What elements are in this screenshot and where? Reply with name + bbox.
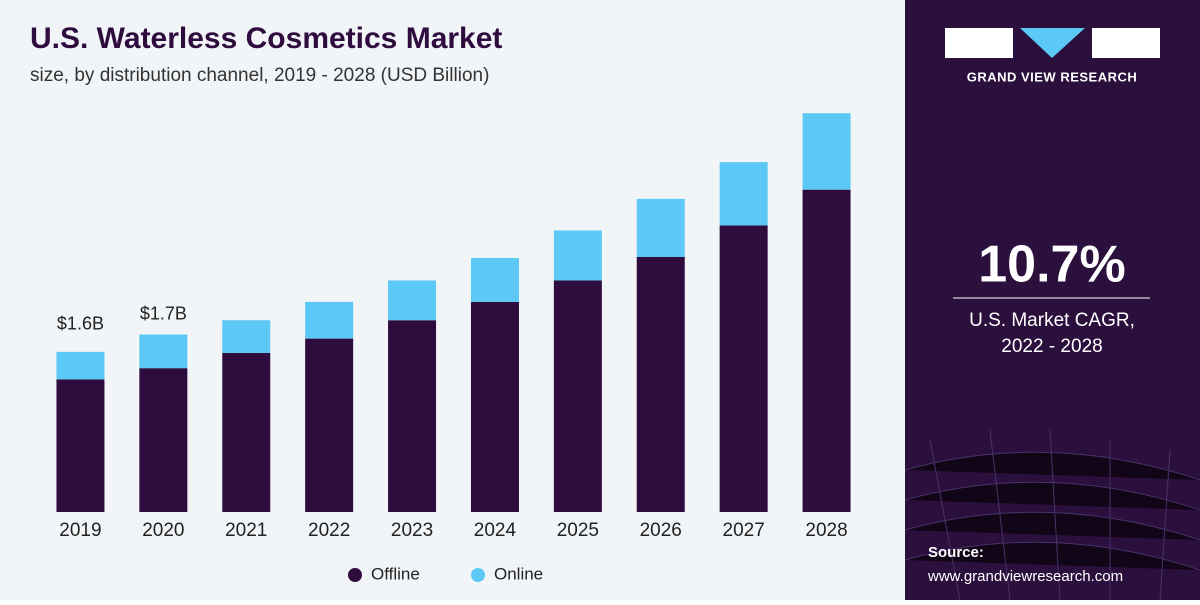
cagr-caption: U.S. Market CAGR,: [969, 310, 1135, 331]
bar-segment: [802, 189, 851, 512]
bar-segment: [719, 162, 768, 226]
grid-decoration: [904, 429, 1200, 601]
logo: [945, 28, 1160, 58]
bar-segment: [388, 320, 437, 512]
source-url: www.grandviewresearch.com: [927, 568, 1123, 585]
source-label: Source:: [928, 544, 984, 561]
legend-swatch: [348, 568, 362, 582]
x-tick-label: 2020: [142, 520, 184, 541]
legend-label: Offline: [371, 564, 420, 583]
x-tick-label: 2022: [308, 520, 350, 541]
x-tick-label: 2019: [59, 520, 101, 541]
x-tick-label: 2021: [225, 520, 267, 541]
x-tick-label: 2026: [640, 520, 682, 541]
bar-segment: [222, 320, 271, 353]
bar-segment: [139, 334, 188, 369]
x-tick-label: 2028: [805, 520, 847, 541]
legend-swatch: [471, 568, 485, 582]
bar-segment: [553, 280, 602, 512]
chart-background: [0, 0, 905, 600]
bar-segment: [139, 368, 188, 512]
bar-segment: [222, 352, 271, 512]
x-tick-label: 2024: [474, 520, 517, 541]
bar-segment: [553, 230, 602, 281]
bar-segment: [305, 301, 354, 339]
x-tick-label: 2027: [723, 520, 765, 541]
total-label: $1.7B: [140, 303, 187, 323]
bar-segment: [719, 225, 768, 512]
x-tick-label: 2025: [557, 520, 599, 541]
bar-segment: [56, 379, 105, 512]
bar-segment: [388, 280, 437, 321]
brand: GRAND VIEW RESEARCH: [967, 69, 1138, 84]
bar-segment: [470, 301, 519, 512]
legend-label: Online: [494, 564, 543, 583]
bar-segment: [636, 198, 685, 257]
bar-segment: [802, 113, 851, 190]
cagr-value: 10.7%: [978, 236, 1125, 294]
chart-title: U.S. Waterless Cosmetics Market: [30, 22, 502, 55]
x-tick-label: 2023: [391, 520, 433, 541]
chart-subtitle: size, by distribution channel, 2019 - 20…: [30, 65, 489, 86]
total-label: $1.6B: [57, 314, 104, 334]
bar-segment: [305, 338, 354, 512]
side-panel: [905, 0, 1200, 600]
cagr-caption: 2022 - 2028: [1001, 336, 1102, 357]
bar-segment: [56, 351, 105, 380]
bar-segment: [636, 257, 685, 512]
bar-segment: [470, 258, 519, 302]
